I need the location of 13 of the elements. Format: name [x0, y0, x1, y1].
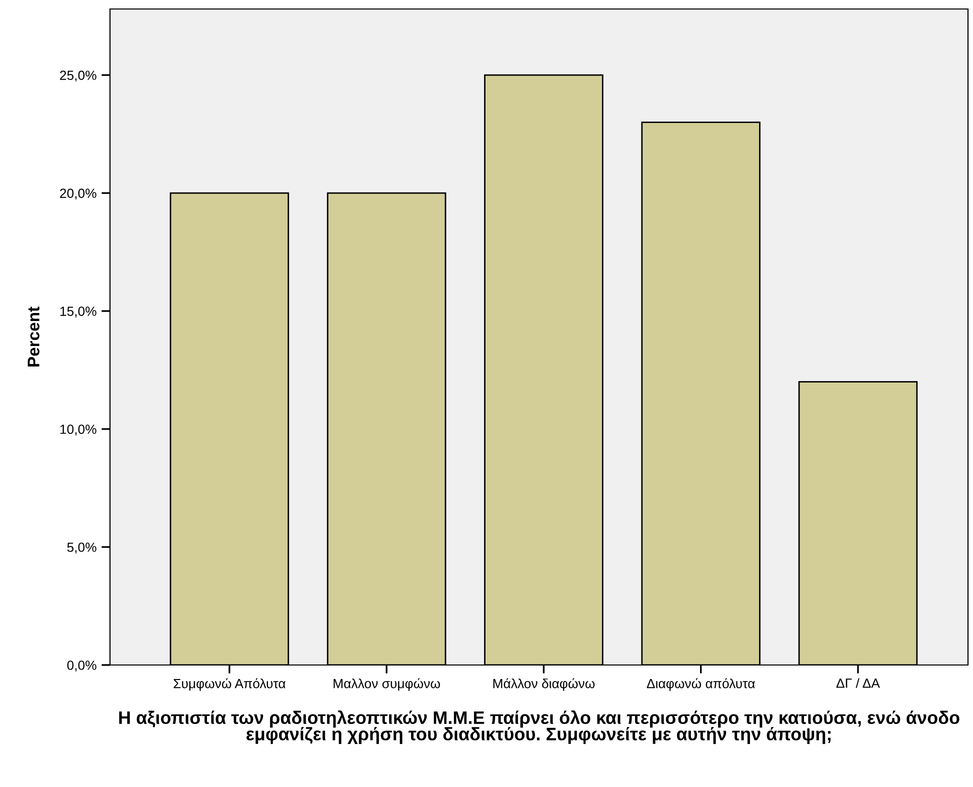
y-tick-label: 15,0%: [60, 306, 96, 318]
y-tick-label: 20,0%: [60, 188, 96, 200]
x-tick-label: Μαλλον συμφώνω: [334, 678, 440, 691]
x-tick-label: Μάλλον διαφώνω: [493, 678, 595, 691]
x-tick-label: Διαφωνώ απόλυτα: [646, 678, 755, 691]
y-tick-label: 10,0%: [60, 424, 96, 436]
y-axis-title: Percent: [28, 306, 40, 366]
x-tick-label: ΔΓ / ΔΑ: [836, 678, 880, 688]
x-axis-title: Η αξιοπιστία των ραδιοτηλεοπτικών Μ.Μ.Ε παίρνει όλο και περισσότερο την κατιούσα, ενώ άνοδο εμφανίζει η χρήση του διαδικτύου. Συμφωνείτε με αυτήν την άποψη;: [119, 710, 960, 744]
y-tick-label: 5,0%: [67, 542, 96, 554]
y-tick-label: 25,0%: [60, 70, 96, 82]
y-tick-label: 0,0%: [67, 660, 96, 672]
x-tick-label: Συμφωνώ Απόλυτα: [174, 678, 286, 691]
